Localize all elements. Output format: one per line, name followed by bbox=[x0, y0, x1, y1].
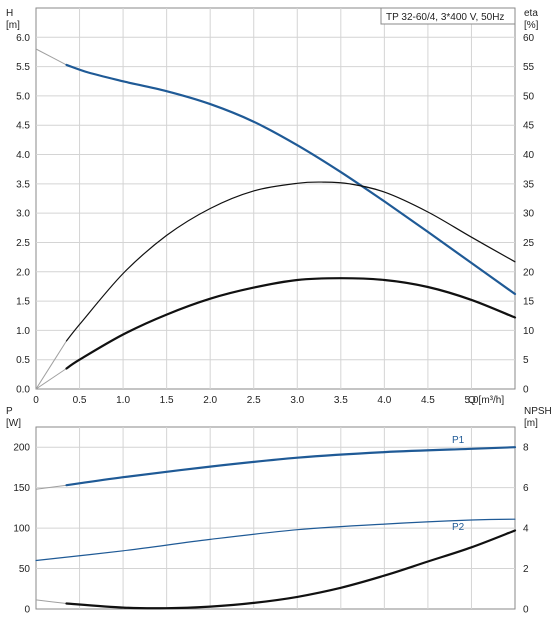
y-right-tick-label: 6 bbox=[523, 483, 529, 494]
legend-box bbox=[380, 7, 516, 25]
bottom-tick-labels: 0 50 100 150 200 0 2 4 6 8 bbox=[13, 443, 529, 616]
y-left-tick-label: 3.5 bbox=[16, 179, 30, 190]
y-left-tick-label: 5.0 bbox=[16, 91, 30, 102]
series-label-p2: P2 bbox=[452, 522, 465, 533]
y-right-axis-label: eta bbox=[524, 8, 538, 19]
y-left-tick-label: 6.0 bbox=[16, 33, 30, 44]
series-line-1-1 bbox=[35, 518, 516, 562]
x-tick-label: 3.5 bbox=[334, 395, 348, 406]
y-right-tick-label: 4 bbox=[523, 524, 529, 535]
y-right-tick-label: 20 bbox=[523, 267, 535, 278]
x-tick-label: 2.5 bbox=[247, 395, 261, 406]
y-left-tick-label: 0.5 bbox=[16, 355, 30, 366]
top-tick-labels: 0.0 0.5 1.0 1.5 2.0 2.5 3.0 3.5 4.0 4.5 5.0 5.5 6.0 0… bbox=[16, 33, 534, 406]
y-right-tick-label: 45 bbox=[523, 121, 535, 132]
power-npsh-panel: 0 50 100 150 200 0 2 4 6 8 P [W] NPSH [m] P1 P2 bbox=[6, 406, 552, 616]
y-right-tick-label: 50 bbox=[523, 91, 535, 102]
series-extrapolation-line bbox=[35, 599, 67, 604]
y-left-tick-label: 3.0 bbox=[16, 209, 30, 220]
y-left-tick-label: 1.0 bbox=[16, 326, 30, 337]
y-left-tick-label: 100 bbox=[13, 524, 30, 535]
y-right-tick-label: 55 bbox=[523, 62, 535, 73]
y-right-tick-label: 60 bbox=[523, 33, 535, 44]
x-tick-label: 3.0 bbox=[290, 395, 304, 406]
x-tick-label: 0.5 bbox=[73, 395, 87, 406]
series-extrapolation-line bbox=[35, 484, 67, 490]
series-extrapolation-line bbox=[35, 340, 67, 390]
y-left-axis-unit: [m] bbox=[6, 20, 20, 31]
x-tick-label: 0 bbox=[33, 395, 39, 406]
y-right-tick-label: 15 bbox=[523, 297, 535, 308]
y-right-tick-label: 40 bbox=[523, 150, 535, 161]
series-line-0-1 bbox=[65, 181, 516, 342]
y-left-tick-label: 2.0 bbox=[16, 267, 30, 278]
x-tick-label: 4.5 bbox=[421, 395, 435, 406]
y-left-tick-label: 50 bbox=[19, 564, 31, 575]
y-left-tick-label: 2.5 bbox=[16, 238, 30, 249]
series-line-0-0 bbox=[65, 63, 517, 296]
series-line-0-2 bbox=[65, 277, 517, 370]
top-curves bbox=[35, 48, 517, 390]
p-axis-unit: [W] bbox=[6, 418, 21, 429]
y-right-axis-unit: [%] bbox=[524, 20, 539, 31]
bottom-plot-frame bbox=[35, 426, 516, 610]
series-line-1-2 bbox=[65, 529, 517, 610]
bottom-grid bbox=[36, 427, 515, 609]
npsh-axis-unit: [m] bbox=[524, 418, 538, 429]
y-left-tick-label: 150 bbox=[13, 483, 30, 494]
series-line-1-0 bbox=[65, 446, 517, 487]
x-tick-label: 2.0 bbox=[203, 395, 217, 406]
bottom-curves bbox=[35, 446, 517, 610]
x-tick-label: 5.0 bbox=[465, 395, 479, 406]
y-right-tick-label: 8 bbox=[523, 443, 529, 454]
y-right-tick-label: 10 bbox=[523, 326, 535, 337]
y-left-tick-label: 5.5 bbox=[16, 62, 30, 73]
y-right-tick-label: 0 bbox=[523, 605, 529, 616]
head-efficiency-panel: 0.0 0.5 1.0 1.5 2.0 2.5 3.0 3.5 4.0 4.5 5.0 5.5 6.0 0… bbox=[6, 7, 539, 406]
y-left-tick-label: 0 bbox=[24, 605, 30, 616]
p-axis-label: P bbox=[6, 406, 13, 417]
y-right-tick-label: 30 bbox=[523, 209, 535, 220]
y-right-tick-label: 2 bbox=[523, 564, 529, 575]
series-extrapolation-line bbox=[35, 368, 67, 390]
y-left-tick-label: 4.5 bbox=[16, 121, 30, 132]
y-left-axis-label: H bbox=[6, 8, 13, 19]
y-right-tick-label: 5 bbox=[523, 355, 529, 366]
y-right-tick-label: 25 bbox=[523, 238, 535, 249]
y-right-tick-label: 35 bbox=[523, 179, 535, 190]
x-tick-label: 4.0 bbox=[377, 395, 391, 406]
x-tick-label: 1.0 bbox=[116, 395, 130, 406]
x-axis-label: Q [m³/h] bbox=[468, 395, 504, 406]
y-left-tick-label: 1.5 bbox=[16, 297, 30, 308]
series-extrapolation-line bbox=[35, 48, 67, 66]
series-label-p1: P1 bbox=[452, 435, 465, 446]
legend-text: TP 32-60/4, 3*400 V, 50Hz bbox=[386, 12, 504, 23]
y-left-tick-label: 0.0 bbox=[16, 385, 30, 396]
y-left-tick-label: 4.0 bbox=[16, 150, 30, 161]
x-tick-label: 1.5 bbox=[160, 395, 174, 406]
npsh-axis-label: NPSH bbox=[524, 406, 552, 417]
y-right-tick-label: 0 bbox=[523, 385, 529, 396]
top-grid bbox=[36, 8, 515, 389]
top-plot-frame bbox=[35, 7, 516, 390]
y-left-tick-label: 200 bbox=[13, 443, 30, 454]
